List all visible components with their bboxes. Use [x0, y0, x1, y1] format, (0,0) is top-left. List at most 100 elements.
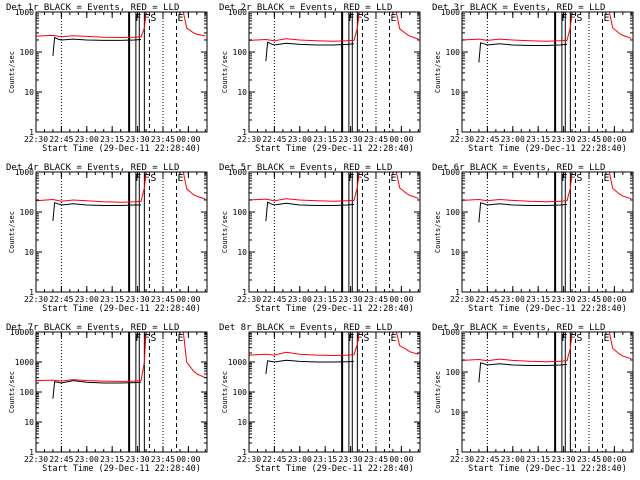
panel-title: Det 7r BLACK = Events, RED = LLD	[6, 323, 179, 333]
panel-title: Det 5r BLACK = Events, RED = LLD	[219, 163, 392, 173]
x-tick-label: 23:00	[501, 295, 525, 304]
x-tick-label: 22:45	[49, 135, 73, 144]
event-marker: F	[570, 333, 576, 344]
event-marker: F	[348, 333, 354, 344]
y-tick-label: 10	[450, 248, 460, 257]
x-tick-label: 00:00	[602, 295, 626, 304]
x-tick-label: 23:15	[100, 295, 124, 304]
panel-title: Det 2r BLACK = Events, RED = LLD	[219, 3, 392, 13]
y-tick-label: 1	[242, 448, 247, 457]
event-marker: S	[363, 173, 369, 184]
event-marker: S	[150, 173, 156, 184]
y-tick-label: 10	[237, 88, 247, 97]
y-axis-label: Counts/sec	[221, 211, 229, 253]
y-tick-label: 1000	[228, 168, 247, 177]
x-tick-label: 23:00	[288, 295, 312, 304]
x-tick-label: 23:45	[151, 455, 175, 464]
lld-line	[36, 172, 206, 203]
plot-frame	[35, 171, 208, 293]
y-tick-label: 1	[455, 448, 460, 457]
events-line	[265, 41, 355, 61]
plot-frame	[35, 11, 208, 133]
event-marker: S	[576, 333, 582, 344]
x-tick-label: 22:45	[49, 295, 73, 304]
plot-frame	[461, 11, 634, 133]
events-line	[478, 42, 568, 63]
lld-line	[36, 12, 206, 39]
panel-title: Det 6r BLACK = Events, RED = LLD	[432, 163, 605, 173]
x-tick-label: 22:45	[49, 455, 73, 464]
lld-line	[249, 332, 419, 357]
event-marker: F	[570, 173, 576, 184]
x-axis-label: Start Time (29-Dec-11 22:28:40)	[468, 144, 627, 154]
y-tick-label: 1	[242, 128, 247, 137]
x-tick-label: 22:45	[262, 295, 286, 304]
y-tick-label: 100	[446, 368, 461, 377]
event-marker: F	[348, 173, 354, 184]
x-tick-label: 23:45	[151, 135, 175, 144]
x-tick-label: 00:00	[602, 455, 626, 464]
event-marker: F	[357, 13, 363, 24]
y-tick-label: 100	[233, 48, 248, 57]
y-tick-label: 10	[24, 248, 34, 257]
y-axis-label: Counts/sec	[8, 51, 16, 93]
event-marker: F	[570, 13, 576, 24]
x-tick-label: 23:15	[313, 295, 337, 304]
plot-frame	[248, 171, 421, 293]
y-tick-label: 10	[450, 408, 460, 417]
events-line	[52, 202, 141, 221]
x-tick-label: 23:45	[577, 135, 601, 144]
y-axis-label: Counts/sec	[221, 51, 229, 93]
x-tick-label: 23:15	[313, 135, 337, 144]
events-line	[52, 36, 142, 56]
x-axis-label: Start Time (29-Dec-11 22:28:40)	[255, 144, 414, 154]
x-tick-label: 23:30	[552, 455, 576, 464]
x-tick-label: 23:00	[288, 455, 312, 464]
event-marker: S	[576, 173, 582, 184]
y-axis-label: Counts/sec	[434, 51, 442, 93]
x-tick-label: 00:00	[389, 295, 413, 304]
events-line	[478, 202, 568, 223]
event-marker: F	[144, 333, 150, 344]
x-tick-label: 23:30	[126, 295, 150, 304]
x-tick-label: 22:45	[475, 455, 499, 464]
y-tick-label: 1	[29, 288, 34, 297]
x-tick-label: 22:45	[475, 295, 499, 304]
lld-line	[249, 12, 419, 42]
event-marker: E	[604, 333, 610, 344]
plot-frame	[461, 331, 634, 453]
lld-line	[36, 332, 206, 382]
x-tick-label: 23:30	[339, 295, 363, 304]
x-tick-label: 22:30	[24, 135, 48, 144]
event-marker: F	[135, 13, 141, 24]
x-tick-label: 22:30	[237, 295, 261, 304]
y-tick-label: 100	[233, 388, 248, 397]
y-tick-label: 1	[242, 288, 247, 297]
x-tick-label: 23:45	[364, 295, 388, 304]
x-axis-label: Start Time (29-Dec-11 22:28:40)	[468, 304, 627, 314]
y-tick-label: 1000	[15, 168, 34, 177]
event-marker: F	[144, 13, 150, 24]
x-tick-label: 23:00	[75, 455, 99, 464]
x-tick-label: 00:00	[602, 135, 626, 144]
y-tick-label: 1000	[441, 328, 460, 337]
event-marker: F	[144, 173, 150, 184]
x-tick-label: 22:30	[237, 455, 261, 464]
x-tick-label: 23:15	[100, 455, 124, 464]
y-tick-label: 100	[20, 388, 35, 397]
y-axis-label: Counts/sec	[434, 211, 442, 253]
x-tick-label: 23:15	[526, 135, 550, 144]
x-tick-label: 23:30	[339, 455, 363, 464]
x-tick-label: 00:00	[389, 455, 413, 464]
y-axis-label: Counts/sec	[8, 371, 16, 413]
y-tick-label: 1	[29, 128, 34, 137]
